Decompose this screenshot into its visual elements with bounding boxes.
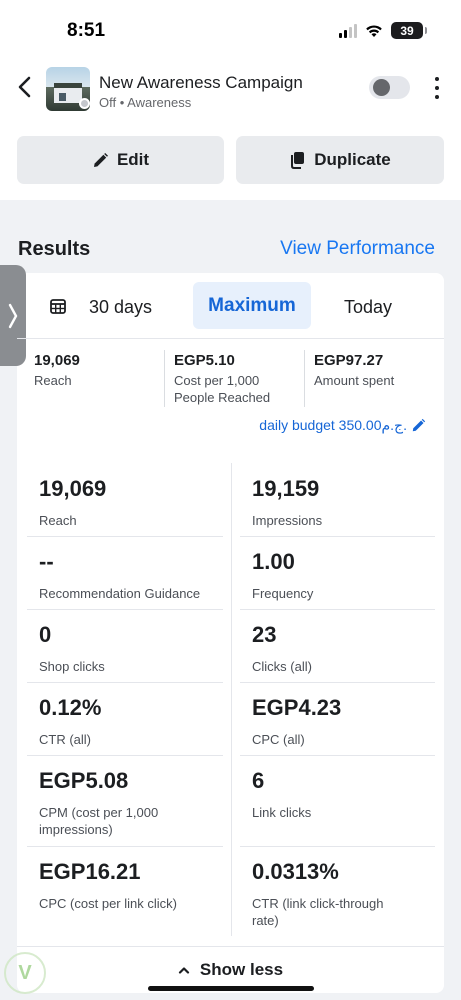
metric-value: 23 [252, 622, 277, 647]
summary-divider [304, 350, 305, 407]
campaign-subtitle: Off • Awareness [99, 95, 192, 110]
metric-value: 0.0313% [252, 859, 339, 884]
metric-divider [240, 682, 435, 683]
range-today[interactable]: Today [344, 297, 393, 317]
status-time: 8:51 [67, 20, 106, 41]
summary-value: EGP5.10 [174, 352, 235, 369]
summary-divider [164, 350, 165, 407]
campaign-toggle[interactable] [369, 76, 410, 99]
metric-recommendation: -- Recommendation Guidance [39, 549, 235, 602]
summary-label: Reach [34, 373, 72, 388]
summary-label: Amount spent [314, 373, 395, 388]
metric-divider [240, 609, 435, 610]
metric-cpc-link: EGP16.21 CPC (cost per link click) [39, 859, 235, 912]
metric-label: Link clicks [252, 805, 312, 820]
pencil-icon [412, 418, 426, 432]
summary-cost-per-1000: EGP5.10 Cost per 1,000 People Reached [174, 352, 299, 406]
duplicate-button[interactable]: Duplicate [236, 136, 444, 184]
metric-divider [27, 536, 223, 537]
metric-label: Recommendation Guidance [39, 586, 201, 601]
metric-ctr-all: 0.12% CTR (all) [39, 695, 235, 748]
metric-value: 0 [39, 622, 52, 647]
metric-value: EGP5.08 [39, 768, 129, 793]
metric-divider [27, 755, 223, 756]
metric-link-clicks: 6 Link clicks [252, 768, 448, 821]
metric-label: CPM (cost per 1,000 impressions) [39, 805, 159, 837]
campaign-title: New Awareness Campaign [99, 73, 303, 92]
metric-label: Frequency [252, 586, 314, 601]
metric-divider [27, 609, 223, 610]
duplicate-icon [291, 152, 305, 169]
metric-shop-clicks: 0 Shop clicks [39, 622, 235, 675]
chevron-up-icon [178, 967, 190, 974]
metric-label: Shop clicks [39, 659, 105, 674]
metric-impressions: 19,159 Impressions [252, 476, 448, 529]
watermark-logo: V [4, 952, 46, 994]
campaign-status-dot [79, 98, 90, 109]
battery-indicator: 39 [391, 22, 427, 39]
metric-label: Reach [39, 513, 77, 528]
side-drawer-handle[interactable] [0, 265, 26, 366]
summary-value: EGP97.27 [314, 352, 384, 369]
results-heading: Results [18, 238, 91, 260]
metric-cpm: EGP5.08 CPM (cost per 1,000 impressions) [39, 768, 209, 838]
summary-label: Cost per 1,000 People Reached [174, 373, 271, 405]
metric-label: Impressions [252, 513, 323, 528]
metric-divider [240, 755, 435, 756]
metric-cpc-all: EGP4.23 CPC (all) [252, 695, 448, 748]
metrics-column-divider [231, 463, 232, 936]
status-icons: 39 [339, 22, 427, 39]
calendar-icon[interactable] [50, 298, 66, 314]
daily-budget-link[interactable]: daily budget 350.00ج.م. [259, 417, 426, 434]
metric-reach: 19,069 Reach [39, 476, 235, 529]
pencil-icon [93, 152, 108, 167]
signal-icon [339, 23, 357, 38]
edit-button[interactable]: Edit [17, 136, 224, 184]
metric-frequency: 1.00 Frequency [252, 549, 448, 602]
summary-amount-spent: EGP97.27 Amount spent [314, 352, 394, 389]
range-maximum[interactable]: Maximum [193, 282, 311, 329]
metric-value: 6 [252, 768, 265, 793]
duplicate-button-label: Duplicate [314, 150, 391, 169]
metric-value: EGP4.23 [252, 695, 342, 720]
wifi-icon [366, 24, 382, 37]
metric-ctr-link: 0.0313% CTR (link click-through rate) [252, 859, 412, 929]
summary-value: 19,069 [34, 352, 80, 369]
metric-label: Clicks (all) [252, 659, 312, 674]
metric-value: 19,069 [39, 476, 107, 501]
results-card [17, 273, 444, 993]
date-range-selector: 30 days Maximum Today [17, 273, 444, 339]
metric-value: 1.00 [252, 549, 295, 574]
back-chevron-icon[interactable] [14, 74, 36, 100]
metric-label: CPC (cost per link click) [39, 896, 177, 911]
metric-value: EGP16.21 [39, 859, 141, 884]
show-less-label: Show less [199, 960, 284, 979]
metric-value: -- [39, 549, 54, 574]
metric-label: CTR (all) [39, 732, 91, 747]
metric-divider [240, 536, 435, 537]
side-chevron-icon [8, 303, 18, 328]
more-options-icon[interactable] [432, 77, 442, 99]
metric-divider [27, 846, 223, 847]
metric-clicks-all: 23 Clicks (all) [252, 622, 448, 675]
metric-value: 0.12% [39, 695, 102, 720]
metric-label: CPC (all) [252, 732, 305, 747]
metric-label: CTR (link click-through rate) [252, 896, 384, 928]
show-less-button[interactable]: Show less [17, 946, 444, 993]
edit-button-label: Edit [116, 150, 150, 169]
metric-divider [240, 846, 435, 847]
home-indicator [148, 986, 314, 991]
metric-divider [27, 682, 223, 683]
range-30-days[interactable]: 30 days [89, 297, 153, 317]
summary-row: 19,069 Reach EGP5.10 Cost per 1,000 Peop… [17, 340, 444, 410]
summary-reach: 19,069 Reach [34, 352, 80, 389]
view-performance-link[interactable]: View Performance [280, 238, 435, 259]
daily-budget-text: daily budget 350.00ج.م. [259, 417, 407, 433]
metric-value: 19,159 [252, 476, 320, 501]
